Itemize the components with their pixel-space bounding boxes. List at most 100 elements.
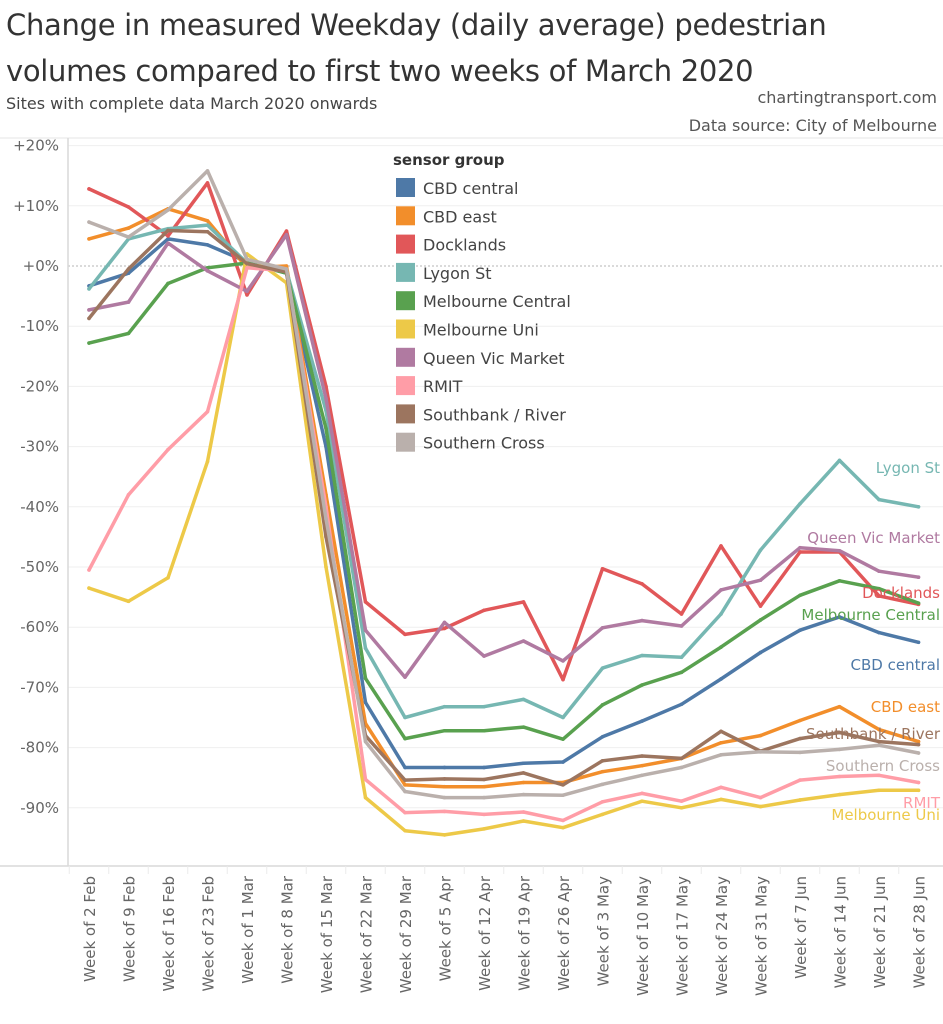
data-point xyxy=(640,799,644,803)
data-point xyxy=(245,261,249,266)
data-point xyxy=(126,205,131,209)
data-point xyxy=(798,550,802,554)
data-point xyxy=(442,728,447,733)
data-point xyxy=(324,396,328,401)
data-point xyxy=(798,628,802,633)
data-point xyxy=(205,169,210,173)
y-tick-label: +10% xyxy=(13,197,59,215)
data-point xyxy=(245,266,249,270)
data-point xyxy=(798,545,802,550)
data-point xyxy=(719,797,723,802)
data-point xyxy=(561,825,565,830)
data-point xyxy=(363,600,368,604)
data-point xyxy=(877,569,881,574)
data-point xyxy=(205,219,210,223)
x-tick-label: Week of 23 Feb xyxy=(200,876,218,992)
data-point xyxy=(87,341,91,345)
data-point xyxy=(837,579,842,583)
legend-item-queen-vic-market[interactable]: Queen Vic Market xyxy=(396,347,565,368)
legend-label: Melbourne Uni xyxy=(423,321,539,340)
data-point xyxy=(719,612,723,616)
x-tick-label: Week of 3 May xyxy=(595,876,613,987)
x-tick-label: Week of 8 Mar xyxy=(279,875,297,984)
data-point xyxy=(600,782,605,787)
data-point xyxy=(87,568,91,572)
data-point xyxy=(205,409,210,414)
series-cbd-central xyxy=(87,237,921,770)
data-point xyxy=(561,659,565,663)
data-point xyxy=(403,632,407,637)
x-tick-label: Week of 10 May xyxy=(634,876,652,996)
legend-item-cbd-east[interactable]: CBD east xyxy=(396,206,497,226)
data-point xyxy=(600,734,605,739)
data-point xyxy=(442,704,447,709)
legend-item-docklands[interactable]: Docklands xyxy=(396,234,506,255)
data-point xyxy=(640,754,644,758)
series-docklands xyxy=(87,181,921,682)
legend-swatch xyxy=(396,432,415,452)
data-point xyxy=(916,601,921,605)
y-tick-label: +20% xyxy=(13,137,59,155)
data-point xyxy=(877,727,881,732)
data-point xyxy=(442,795,447,800)
data-point xyxy=(837,774,842,779)
data-point xyxy=(719,729,723,734)
data-point xyxy=(600,769,605,774)
x-tick-label: Week of 22 Mar xyxy=(358,875,376,993)
data-point xyxy=(758,795,763,800)
legend-item-southbank-river[interactable]: Southbank / River xyxy=(396,404,566,424)
data-point xyxy=(798,593,802,598)
data-point xyxy=(205,269,210,273)
x-tick-label: Week of 15 Mar xyxy=(318,875,336,993)
data-point xyxy=(482,812,486,817)
data-point xyxy=(758,750,763,754)
data-point xyxy=(482,784,486,789)
data-point xyxy=(442,626,447,631)
x-tick-label: Week of 21 Jun xyxy=(871,876,889,988)
legend-item-cbd-central[interactable]: CBD central xyxy=(396,178,518,198)
data-point xyxy=(205,243,210,247)
data-point xyxy=(600,567,605,571)
data-point xyxy=(600,799,605,804)
chart-title-line-2: volumes compared to first two weeks of M… xyxy=(6,54,754,88)
end-label-melbourne-uni: Melbourne Uni xyxy=(831,806,940,824)
data-point xyxy=(798,736,802,741)
data-point xyxy=(561,783,565,787)
data-point xyxy=(916,780,921,785)
data-point xyxy=(877,630,881,635)
data-point xyxy=(166,576,170,580)
data-point xyxy=(521,697,526,702)
data-point xyxy=(719,544,723,548)
legend-item-melbourne-central[interactable]: Melbourne Central xyxy=(396,291,571,311)
y-tick-label: -10% xyxy=(20,317,59,335)
series-line-melbourne-uni xyxy=(87,252,921,837)
legend-label: Melbourne Central xyxy=(423,292,571,311)
data-point xyxy=(679,765,684,770)
x-tick-label: Week of 2 Feb xyxy=(81,876,99,982)
data-point xyxy=(640,618,644,623)
data-point xyxy=(719,753,723,757)
data-point xyxy=(679,670,684,675)
series-line-lygon-st xyxy=(87,223,921,720)
legend-item-southern-cross[interactable]: Southern Cross xyxy=(396,432,545,453)
legend-label: CBD central xyxy=(423,179,518,198)
data-point xyxy=(640,791,644,796)
data-point xyxy=(798,750,802,755)
data-point xyxy=(877,586,881,591)
data-point xyxy=(521,639,526,643)
data-point xyxy=(719,677,723,681)
data-point xyxy=(521,819,526,823)
end-label-melbourne-central: Melbourne Central xyxy=(801,606,940,624)
data-point xyxy=(166,234,170,238)
legend-label: RMIT xyxy=(423,377,463,396)
data-point xyxy=(126,235,131,239)
data-point xyxy=(482,728,486,733)
end-label-lygon-st: Lygon St xyxy=(876,459,940,477)
credit-text: chartingtransport.com xyxy=(757,88,937,107)
data-point xyxy=(719,645,723,649)
legend-item-melbourne-uni[interactable]: Melbourne Uni xyxy=(396,319,539,340)
data-point xyxy=(442,620,447,625)
legend-item-lygon-st[interactable]: Lygon St xyxy=(396,262,492,283)
legend-item-rmit[interactable]: RMIT xyxy=(396,376,463,396)
